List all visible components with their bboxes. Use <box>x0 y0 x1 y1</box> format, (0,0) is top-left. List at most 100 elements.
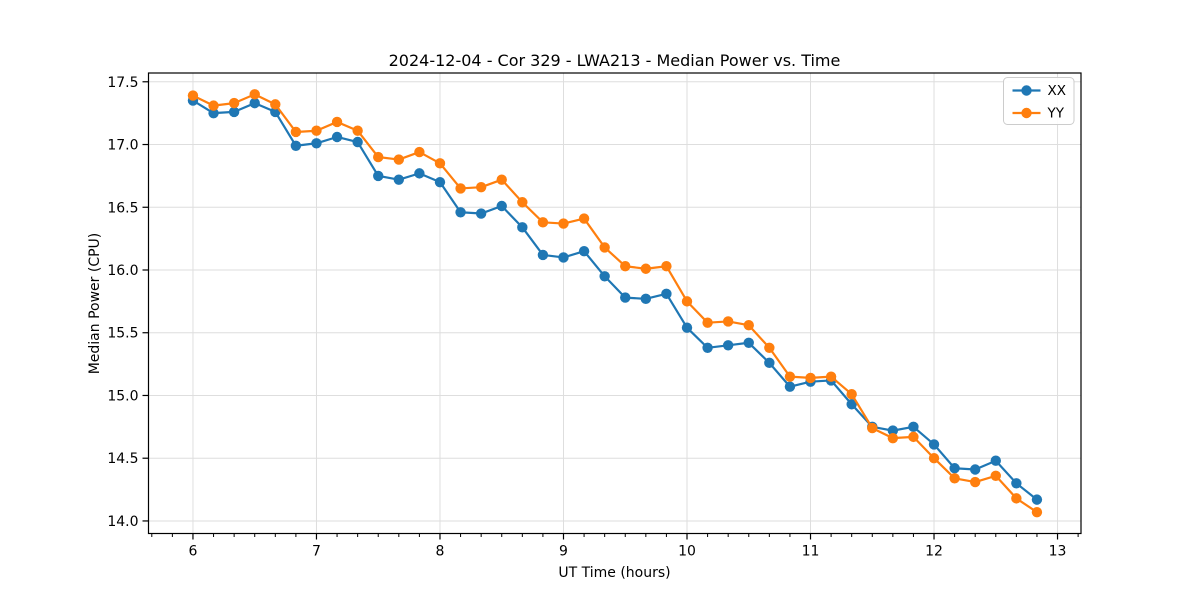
series-xx-point <box>969 464 981 475</box>
series-yy-point <box>249 89 260 100</box>
chart-title: 2024-12-04 - Cor 329 - LWA213 - Median P… <box>389 51 841 70</box>
series-yy-point <box>537 217 549 228</box>
series-xx-point <box>661 288 672 300</box>
series-yy-point <box>517 197 528 208</box>
x-tick-label: 6 <box>189 544 198 560</box>
series-yy-point <box>1031 506 1043 518</box>
series-yy-point <box>969 476 981 488</box>
series-xx-point <box>846 399 857 410</box>
series-yy-point <box>661 261 672 272</box>
series-yy-point <box>331 116 343 128</box>
series-xx-point <box>743 337 754 348</box>
series-yy-point <box>455 183 466 194</box>
series-yy-point <box>475 181 487 193</box>
series-yy-point <box>990 470 1001 481</box>
y-tick-label: 17.5 <box>107 75 138 91</box>
series-xx-point <box>702 342 713 353</box>
series-yy-point <box>373 151 384 163</box>
ticks-layer: 6 7 8 9 10 11 12 13 14.0 14.5 15.0 15.5 16.0 16.5 17.0… <box>107 75 1079 560</box>
axes-layer <box>147 72 1082 535</box>
y-tick-label: 16.5 <box>107 200 138 216</box>
series-yy-point <box>702 317 713 328</box>
series-xx-point <box>311 138 322 149</box>
series-xx-point <box>373 170 384 182</box>
series-xx-point <box>496 200 507 212</box>
x-tick-label: 9 <box>559 544 568 560</box>
series-xx-point <box>928 439 940 450</box>
series-yy-point <box>908 431 919 443</box>
series-yy-point <box>846 389 857 400</box>
series-yy-point <box>208 100 219 111</box>
y-tick-label: 17.0 <box>107 138 138 154</box>
series-yy-point <box>867 422 878 434</box>
series-yy-point <box>1011 493 1022 504</box>
series-xx-point <box>784 381 796 392</box>
series-yy-point <box>764 342 775 353</box>
x-tick-label: 8 <box>436 544 445 560</box>
series-xx-point <box>475 208 487 219</box>
legend: XX YY <box>1003 77 1075 125</box>
x-tick-label: 11 <box>802 544 820 560</box>
series-xx-point <box>1031 494 1043 505</box>
series-xx-point <box>949 463 960 474</box>
y-tick-label: 14.5 <box>107 451 138 467</box>
x-tick-label: 12 <box>925 544 943 560</box>
series-xx-point <box>990 455 1001 466</box>
series-layer <box>187 89 1043 518</box>
series-yy-point <box>434 158 446 169</box>
series-yy-point <box>805 372 816 384</box>
series-yy-point <box>558 218 569 229</box>
x-tick-label: 7 <box>312 544 321 560</box>
series-xx-point <box>578 245 590 257</box>
x-axis-label: UT Time (hours) <box>558 565 670 581</box>
series-xx-point <box>414 168 425 179</box>
series-yy-point <box>187 90 199 101</box>
series-xx-point <box>208 107 219 119</box>
series-yy-point <box>270 99 281 110</box>
series-yy-point <box>825 371 837 382</box>
series-xx-point <box>537 249 549 261</box>
series-xx-point <box>620 292 631 303</box>
y-tick-label: 15.0 <box>107 388 138 404</box>
y-axis-label: Median Power (CPU) <box>87 233 103 375</box>
series-xx-point <box>640 293 652 305</box>
series-xx-point <box>331 131 343 143</box>
series-xx-point <box>722 340 734 351</box>
series-yy-point <box>620 261 631 272</box>
legend-marker <box>1021 85 1032 96</box>
series-yy-point <box>414 146 425 158</box>
series-yy-point <box>352 125 363 136</box>
series-xx-point <box>558 252 569 263</box>
series-xx-point <box>517 222 528 233</box>
legend-entry-label: YY <box>1047 106 1065 122</box>
series-xx-point <box>1011 478 1022 489</box>
series-yy-point <box>640 263 652 274</box>
series-yy-point <box>681 296 693 307</box>
series-yy-point <box>784 371 796 382</box>
series-yy-point <box>311 125 322 136</box>
series-yy-point <box>496 174 507 185</box>
series-yy-line <box>191 93 1039 514</box>
series-yy-point <box>290 126 302 138</box>
series-yy-point <box>393 154 405 165</box>
x-tick-label: 10 <box>678 544 696 560</box>
grid-layer <box>148 73 1081 534</box>
series-yy-point <box>887 432 899 444</box>
series-xx-point <box>352 136 363 148</box>
legend-marker <box>1021 107 1032 119</box>
series-yy-point <box>722 316 734 327</box>
legend-entry-label: XX <box>1048 83 1067 99</box>
series-xx-point <box>228 106 240 118</box>
series-xx-point <box>764 357 775 369</box>
series-xx-point <box>681 322 693 333</box>
series-xx-point <box>908 421 919 433</box>
series-xx-point <box>887 425 899 436</box>
series-yy-point <box>578 213 590 224</box>
series-yy-point <box>228 97 240 109</box>
series-xx-point <box>599 271 610 282</box>
series-xx-point <box>455 207 466 218</box>
series-yy-point <box>949 473 960 484</box>
series-xx-point <box>249 97 260 109</box>
